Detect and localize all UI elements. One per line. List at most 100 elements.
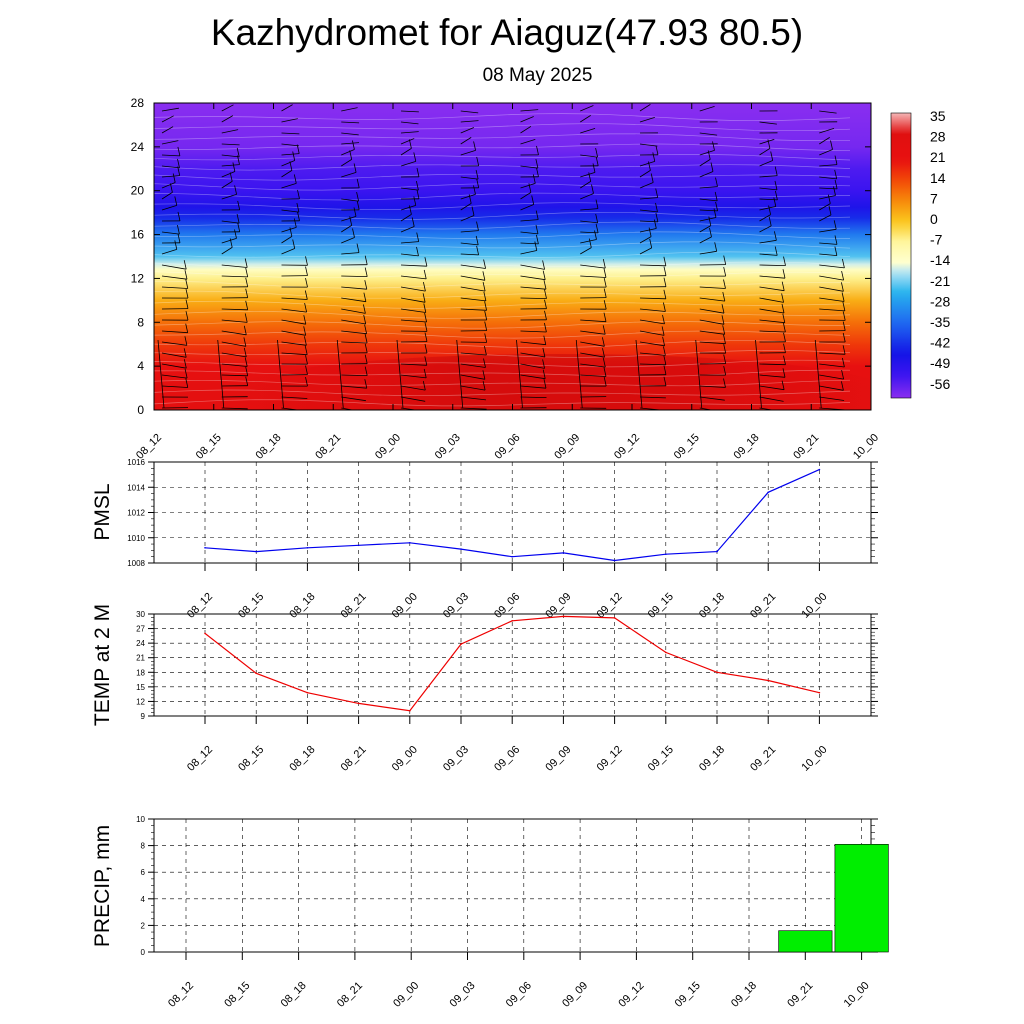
wind-barb <box>281 143 300 147</box>
wind-barb <box>341 142 360 145</box>
wind-barb <box>759 239 777 244</box>
wind-barb-flag <box>650 173 654 183</box>
wind-barb <box>281 341 307 346</box>
wind-barb <box>281 183 297 189</box>
wind-barb-flag <box>834 155 838 165</box>
wind-barb-flag <box>591 184 594 194</box>
wind-barb-flag <box>723 255 727 265</box>
wind-barb <box>400 363 427 366</box>
field-x-tick-label: 09_15 <box>672 432 702 462</box>
wind-barb-flag <box>475 170 479 180</box>
wind-barb-flag <box>722 325 726 335</box>
temperature-isoline <box>154 290 851 299</box>
wind-barb-flag <box>245 288 249 298</box>
wind-barb <box>221 129 239 134</box>
wind-barb-flag <box>722 292 726 302</box>
colorbar-gradient <box>890 112 912 399</box>
wind-barb-flag <box>363 304 366 314</box>
wind-barb <box>639 143 658 147</box>
wind-barb-flag <box>595 148 598 158</box>
wind-barb <box>699 319 725 325</box>
wind-barb-flag <box>364 354 368 364</box>
colorbar-label: -56 <box>930 376 950 392</box>
wind-barb-flag <box>484 321 488 331</box>
wind-barb <box>341 216 357 222</box>
panel-x-tick-label: 10_00 <box>842 980 872 1010</box>
wind-barb <box>580 193 594 200</box>
wind-barb-flag <box>602 337 605 347</box>
wind-barb <box>460 374 485 380</box>
wind-barb <box>580 105 594 112</box>
wind-barb-flag <box>709 227 712 237</box>
wind-barb-flag <box>603 367 607 377</box>
wind-barb <box>879 204 891 210</box>
wind-barb-flag <box>542 347 546 358</box>
wind-barb-flag <box>663 346 666 356</box>
wind-barb <box>699 396 725 401</box>
wind-barb <box>341 149 355 156</box>
wind-barb <box>400 297 426 303</box>
wind-barb <box>161 231 180 235</box>
wind-barb <box>639 341 665 347</box>
wind-barb <box>759 385 785 391</box>
wind-barb <box>281 160 295 167</box>
wind-barb-flag <box>663 355 667 365</box>
panel-x-tick-label: 08_21 <box>335 980 365 1010</box>
series-point <box>255 550 257 553</box>
series-point <box>409 709 411 712</box>
series-point <box>716 671 718 674</box>
wind-barb <box>520 264 545 270</box>
field-x-tick-label: 09_06 <box>493 432 523 462</box>
wind-barb <box>639 117 655 123</box>
wind-barb <box>281 104 293 112</box>
wind-barb-flag <box>364 366 368 376</box>
wind-barb <box>221 115 234 123</box>
wind-barb <box>520 352 545 358</box>
wind-barb-flag <box>416 181 419 191</box>
wind-barb <box>520 275 546 281</box>
wind-barb <box>400 396 426 402</box>
wind-barb-flag <box>662 336 665 346</box>
wind-barb-flag <box>827 194 831 204</box>
wind-barb <box>341 198 359 202</box>
wind-barb-flag <box>542 359 545 369</box>
wind-barb <box>161 330 188 334</box>
wind-barb <box>695 339 703 409</box>
wind-barb-flag <box>770 151 774 161</box>
wind-barb-flag <box>768 216 772 226</box>
series-bar <box>778 930 833 953</box>
wind-barb <box>341 396 366 402</box>
wind-barb <box>161 385 188 388</box>
wind-barb <box>520 385 547 389</box>
wind-barb-flag <box>783 322 786 333</box>
wind-barb-flag <box>595 199 599 209</box>
panel-y-tick-label: 15 <box>136 683 145 692</box>
wind-barb-flag <box>184 270 188 280</box>
wind-barb <box>759 396 784 402</box>
field-y-tick-label: 4 <box>137 359 144 373</box>
wind-barb-flag <box>185 279 189 289</box>
wind-barb-flag <box>781 293 784 303</box>
wind-barb-flag <box>183 260 187 270</box>
wind-barb <box>819 128 835 134</box>
wind-barb <box>520 204 534 211</box>
wind-barb <box>520 286 547 290</box>
wind-barb-flag <box>536 145 539 155</box>
wind-barb-flag <box>305 256 308 266</box>
wind-barb-flag <box>473 141 476 151</box>
wind-barb-flag <box>245 277 249 287</box>
wind-barb <box>221 363 248 367</box>
wind-barb <box>460 194 476 200</box>
wind-barb-flag <box>655 145 659 155</box>
series-point <box>357 702 360 705</box>
wind-barb-flag <box>594 230 597 240</box>
panel-x-axis: 08_12 08_15 08_18 08_21 09_00 09_03 09_06 09_09… <box>166 952 872 1010</box>
temperature-isoline <box>154 192 851 201</box>
temperature-isoline <box>154 183 851 191</box>
field-x-tick-label: 09_18 <box>732 432 762 462</box>
wind-barb <box>460 120 479 123</box>
series-point <box>204 632 206 635</box>
wind-barb-flag <box>542 270 546 280</box>
wind-barb <box>221 341 246 347</box>
